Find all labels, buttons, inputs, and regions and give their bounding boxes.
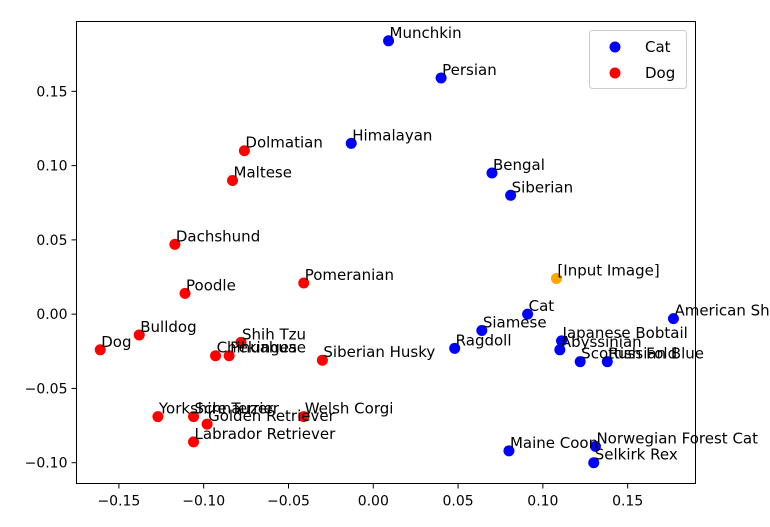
point-label: Siberian Husky xyxy=(323,343,435,361)
point-cat xyxy=(505,189,517,201)
data-points xyxy=(94,35,679,469)
point-label: Pomeranian xyxy=(305,266,394,284)
point-cat xyxy=(554,344,566,356)
point-label: Siberian xyxy=(512,178,573,196)
point-cat xyxy=(667,313,679,325)
point-label: Welsh Corgi xyxy=(305,400,394,418)
point-dog xyxy=(188,436,200,448)
point-label: Japanese Bobtail xyxy=(562,324,688,342)
point-label: Maltese xyxy=(234,163,292,181)
legend: Cat Dog xyxy=(589,30,687,89)
x-tick-label: 0.15 xyxy=(612,494,643,510)
point-label: Maine Coon xyxy=(510,434,598,452)
point-cat xyxy=(383,35,395,47)
point-dog xyxy=(210,350,222,362)
point-label: Munchkin xyxy=(390,24,462,42)
x-tick-label: 0.10 xyxy=(527,494,558,510)
y-tick-label: −0.10 xyxy=(25,456,68,472)
point-dog xyxy=(223,350,235,362)
point-label: American Shorthair xyxy=(674,302,770,320)
point-label: Bulldog xyxy=(140,318,196,336)
point-label: Dog xyxy=(101,333,131,351)
point-label: Shih Tzu xyxy=(242,325,306,343)
point-cat xyxy=(588,457,600,469)
point-cat xyxy=(435,72,447,84)
point-label: Dachshund xyxy=(176,227,260,245)
legend-label: Cat xyxy=(645,38,671,56)
point-dog xyxy=(152,411,164,423)
point-dog xyxy=(179,287,191,299)
point-label: Chihuahua xyxy=(217,339,298,357)
point-label: Cat xyxy=(529,297,555,315)
point-dog xyxy=(235,336,247,348)
point-input xyxy=(550,272,562,284)
point-label: Dolmatian xyxy=(245,134,322,152)
point-dog xyxy=(169,238,181,250)
point-cat xyxy=(449,342,461,354)
point-cat xyxy=(556,335,568,347)
point-labels: Munchkin Persian Himalayan Bengal Siberian Ca… xyxy=(101,24,770,464)
point-cat xyxy=(601,356,613,368)
point-label: Labrador Retriever xyxy=(195,425,337,443)
point-dog xyxy=(316,354,328,366)
point-dog xyxy=(238,145,250,157)
y-tick-label: −0.05 xyxy=(25,381,68,397)
point-label: Poodle xyxy=(186,276,236,294)
x-tick-label: −0.10 xyxy=(182,494,225,510)
point-label: Selkirk Rex xyxy=(595,446,678,464)
y-tick-label: 0.15 xyxy=(36,84,67,100)
y-tick-label: 0.10 xyxy=(36,159,67,175)
x-tick-label: 0.00 xyxy=(358,494,389,510)
point-cat xyxy=(476,324,488,336)
point-label: Golden Retriever xyxy=(208,407,336,425)
point-label: Himalayan xyxy=(352,126,432,144)
x-tick-label: 0.05 xyxy=(442,494,473,510)
point-cat xyxy=(503,445,515,457)
point-label: [Input Image] xyxy=(557,261,659,279)
point-cat xyxy=(345,137,357,149)
point-label: Norwegian Forest Cat xyxy=(596,429,758,447)
y-tick-label: 0.05 xyxy=(36,233,67,249)
point-label: Scottish Fold xyxy=(581,345,677,363)
point-cat xyxy=(486,167,498,179)
point-dog xyxy=(298,411,310,423)
plot-frame xyxy=(76,21,696,484)
point-dog xyxy=(133,329,145,341)
axes-ticks: −0.15 −0.10 −0.05 0.00 0.05 0.10 0.15 −0.10 −0.0… xyxy=(25,84,644,509)
point-dog xyxy=(298,277,310,289)
point-label: Siamese xyxy=(483,313,547,331)
point-label: Bengal xyxy=(493,156,545,174)
x-tick-label: −0.05 xyxy=(267,494,310,510)
point-label: Pekingese xyxy=(230,339,306,357)
point-cat xyxy=(589,440,601,452)
point-label: Persian xyxy=(442,61,497,79)
point-label: Abyssinian xyxy=(561,333,642,351)
point-label: Schnauzer xyxy=(195,400,275,418)
point-cat xyxy=(574,356,586,368)
legend-label: Dog xyxy=(645,64,675,82)
x-tick-label: −0.15 xyxy=(97,494,140,510)
point-dog xyxy=(188,411,200,423)
legend-marker xyxy=(609,41,621,53)
y-tick-label: 0.00 xyxy=(36,307,67,323)
point-dog xyxy=(227,174,239,186)
point-label: Russian Blue xyxy=(608,345,704,363)
point-dog xyxy=(94,344,106,356)
legend-marker xyxy=(609,67,621,79)
point-cat xyxy=(522,308,534,320)
point-label: Yorkshire Terrier xyxy=(158,400,280,418)
point-label: Ragdoll xyxy=(456,331,512,349)
point-dog xyxy=(201,418,213,430)
